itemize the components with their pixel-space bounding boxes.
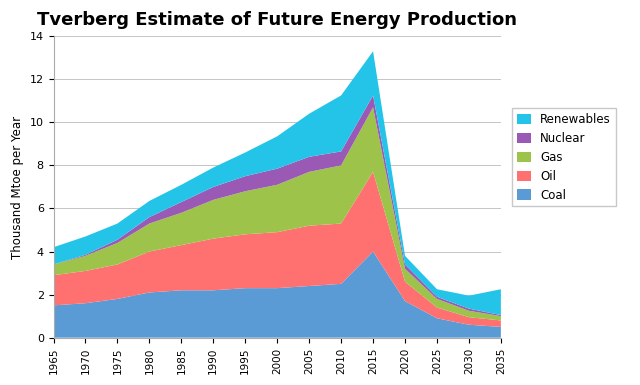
- Title: Tverberg Estimate of Future Energy Production: Tverberg Estimate of Future Energy Produ…: [37, 11, 517, 29]
- Y-axis label: Thousand Mtoe per Year: Thousand Mtoe per Year: [11, 116, 24, 258]
- Legend: Renewables, Nuclear, Gas, Oil, Coal: Renewables, Nuclear, Gas, Oil, Coal: [512, 109, 616, 206]
